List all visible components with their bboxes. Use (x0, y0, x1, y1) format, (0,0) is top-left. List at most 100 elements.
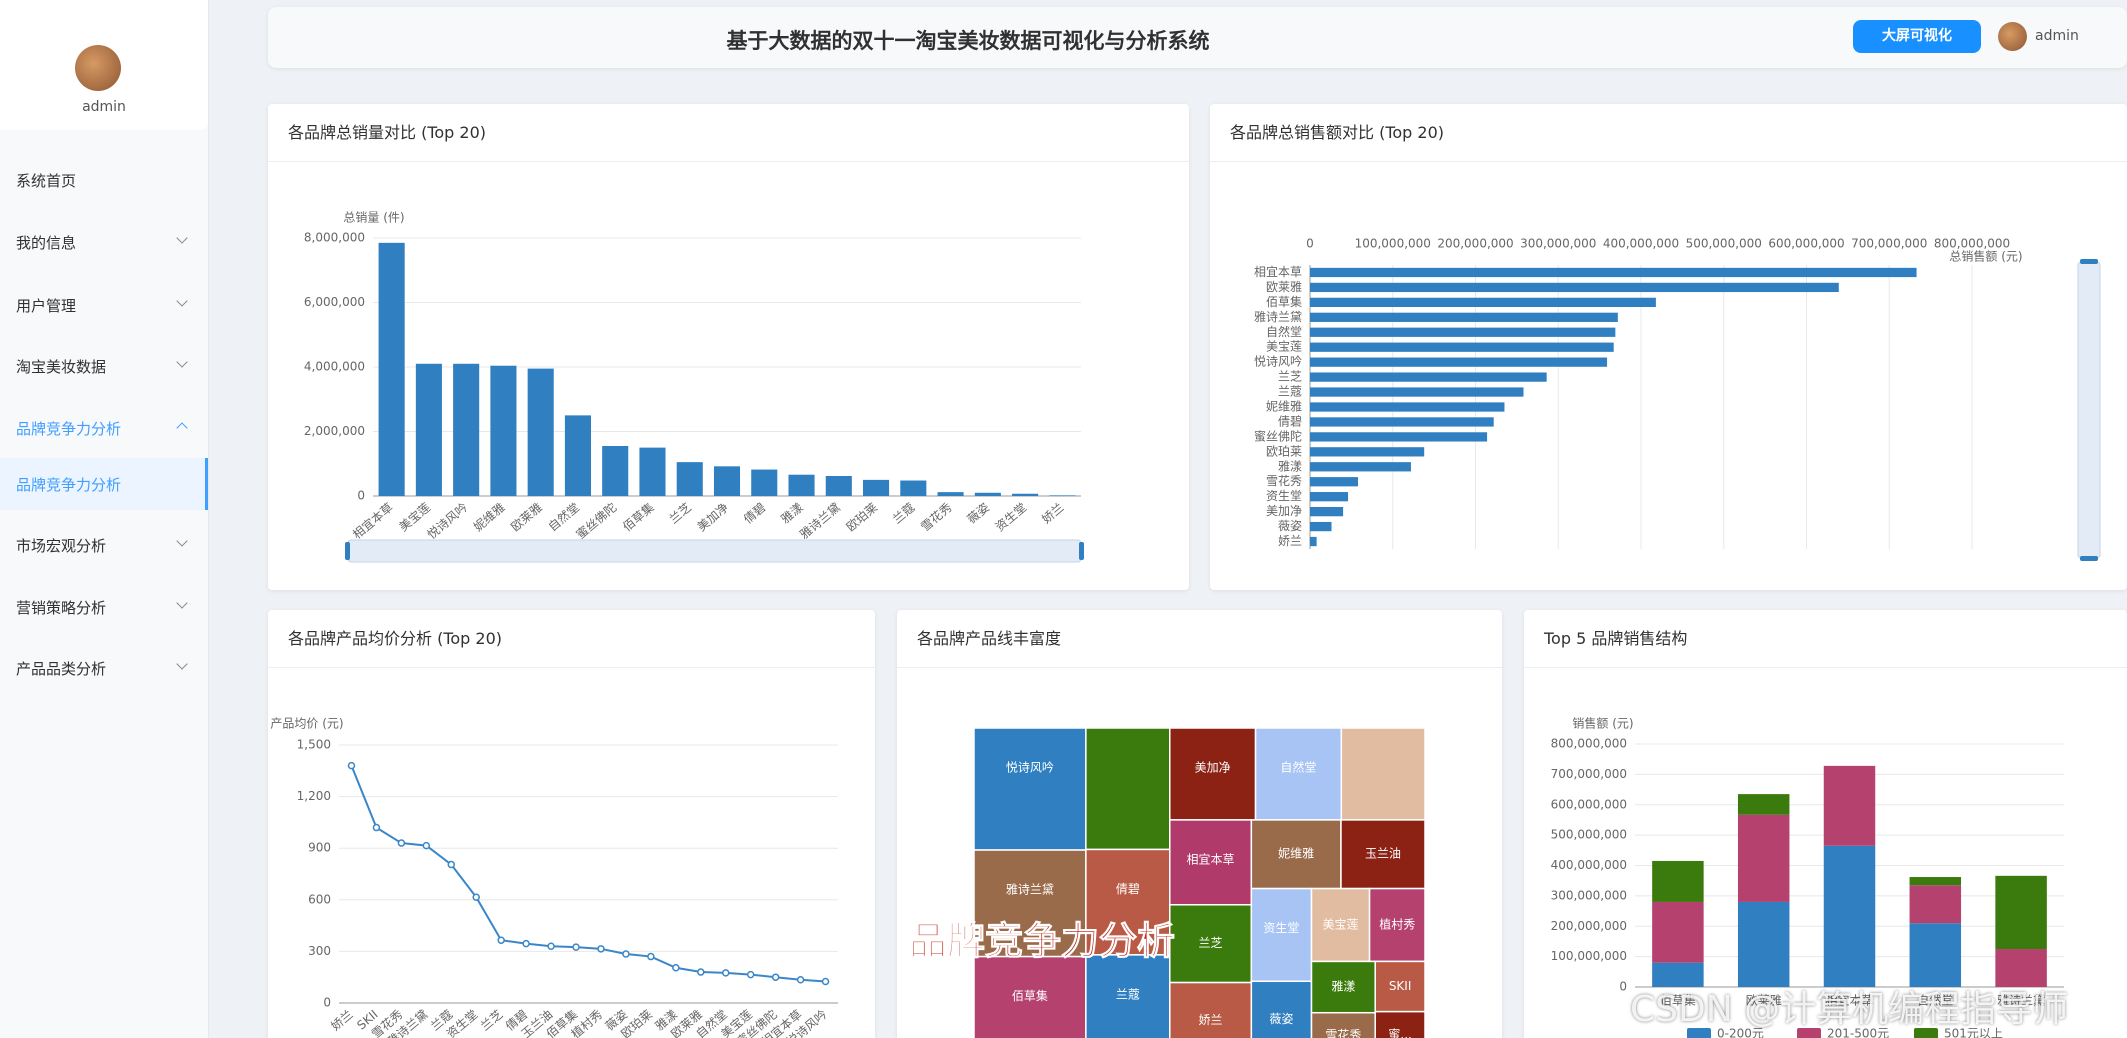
x-tick-label: 资生堂 (993, 500, 1030, 534)
panel: Top 5 品牌销售结构 0 100,000,000 200,000,000 300,… (1524, 610, 2127, 1038)
treemap-cell (973, 955, 1087, 1038)
treemap-label: 薇姿 (1269, 1012, 1293, 1026)
bar (1310, 492, 1349, 502)
chevron (176, 295, 188, 307)
x-tick-label: 妮维雅 (470, 499, 507, 534)
bar (639, 447, 666, 496)
header-avatar[interactable] (1998, 22, 2027, 51)
bar (1310, 372, 1547, 382)
point (572, 943, 580, 951)
y-tick-label: 800,000,000 (1551, 737, 1627, 751)
video-caption: 品牌竞争力分析 (908, 919, 1176, 964)
y-tick-label: 佰草集 (1266, 294, 1302, 309)
treemap-cell (1310, 1011, 1376, 1038)
y-tick-label: 6,000,000 (304, 295, 365, 309)
y-tick-label: 欧珀莱 (1266, 444, 1302, 458)
active-submenu-bg (0, 458, 208, 510)
bar (1310, 447, 1425, 457)
y-tick-label: 400,000,000 (1551, 858, 1627, 872)
y-tick-label: 妮维雅 (1266, 399, 1302, 414)
x-tick-label: 相宜本草 (349, 499, 395, 541)
treemap-label: SKII (1389, 979, 1412, 993)
panel: 各品牌总销量对比 (Top 20) 0 2,000,000 4,000,000 6,0… (268, 104, 1189, 590)
y-tick-label: 悦诗风吟 (1254, 354, 1302, 369)
bar (1310, 432, 1488, 442)
bar-segment (1652, 901, 1704, 963)
bar-segment (1823, 845, 1876, 987)
treemap-label: 佰草集 (1012, 988, 1048, 1003)
bar-segment (1652, 860, 1704, 902)
bar-segment (1737, 814, 1790, 902)
point (796, 976, 805, 984)
y-tick-label: 0 (1619, 980, 1627, 994)
dashboard-button[interactable]: 大屏可视化 (1853, 20, 1981, 53)
point (347, 761, 356, 770)
menu-item[interactable]: 营销策略分析 (16, 599, 107, 617)
x-tick-label: 600,000,000 (1768, 237, 1844, 251)
y-tick-label: 雅诗兰黛 (1254, 309, 1302, 324)
menu-item[interactable]: 产品品类分析 (16, 660, 107, 678)
treemap-cell (973, 727, 1087, 851)
treemap-label: 妮维雅 (1278, 846, 1314, 861)
x-tick-label: 雅诗兰黛 (797, 499, 843, 541)
y-axis-label: 产品均价 (元) (270, 717, 343, 731)
submenu-item-active[interactable]: 品牌竞争力分析 (16, 476, 122, 494)
header-title: 基于大数据的双十一淘宝美妆数据可视化与分析系统 (726, 29, 1210, 53)
y-tick-label: 300 (308, 944, 331, 958)
point (721, 969, 730, 977)
chevron (176, 535, 188, 547)
panel: 各品牌产品均价分析 (Top 20) 0 300 600 900 1,200 1,500 产… (268, 610, 875, 1038)
legend-swatch (1797, 1028, 1821, 1038)
y-tick-label: 8,000,000 (304, 231, 365, 245)
bar-segment (1995, 875, 2047, 950)
treemap-label: 雅漾 (1331, 979, 1355, 994)
chevron (176, 658, 188, 670)
treemap-cell (1340, 819, 1426, 890)
zoom-slider (347, 539, 1082, 563)
menu-item[interactable]: 我的信息 (16, 234, 77, 252)
header-user[interactable]: admin (2035, 28, 2079, 44)
treemap-cell (1169, 981, 1253, 1038)
bar (751, 469, 778, 496)
treemap-label: 美加净 (1195, 761, 1231, 775)
treemap-cell (1374, 1010, 1426, 1038)
x-tick-label: 兰芝 (666, 499, 694, 526)
treemap-label: 资生堂 (1263, 921, 1299, 935)
panel-title: 各品牌总销售额对比 (Top 20) (1210, 104, 2127, 162)
y-tick-label: 600,000,000 (1551, 797, 1627, 811)
treemap-label: 悦诗风吟 (1006, 760, 1054, 775)
menu-item[interactable]: 市场宏观分析 (16, 537, 107, 555)
point (647, 952, 655, 961)
menu-item[interactable]: 用户管理 (16, 297, 77, 315)
chart: 0 2,000,000 4,000,000 6,000,000 8,000,000 总销量… (304, 211, 1084, 563)
menu-item[interactable]: 淘宝美妆数据 (16, 358, 107, 376)
menu-item[interactable]: 系统首页 (16, 172, 77, 190)
bar (1310, 477, 1358, 487)
x-tick-label: 自然堂 (1917, 993, 1953, 1008)
y-tick-label: 薇姿 (1278, 519, 1302, 533)
bar-segment (1823, 765, 1876, 846)
bar (1310, 357, 1608, 367)
bar (1310, 462, 1411, 472)
y-tick-label: 1,500 (297, 738, 331, 752)
bar (1310, 282, 1839, 293)
point (672, 963, 680, 972)
bar (1012, 493, 1039, 496)
point (547, 942, 555, 950)
bar (1310, 312, 1618, 322)
treemap-label: 自然堂 (1280, 760, 1316, 775)
point (447, 860, 456, 869)
menu-item-active[interactable]: 品牌竞争力分析 (16, 420, 122, 438)
x-tick-label: 雅漾 (778, 499, 806, 526)
chevron (176, 232, 188, 244)
x-tick-label: 兰蔻 (890, 500, 917, 526)
point (522, 939, 530, 948)
legend-swatch (1914, 1028, 1938, 1038)
panel-title: 各品牌产品线丰富度 (897, 610, 1502, 668)
legend-swatch (1687, 1028, 1711, 1038)
avatar[interactable] (75, 45, 121, 91)
x-tick-label: 0 (1306, 237, 1314, 251)
bar-segment (1909, 885, 1962, 924)
